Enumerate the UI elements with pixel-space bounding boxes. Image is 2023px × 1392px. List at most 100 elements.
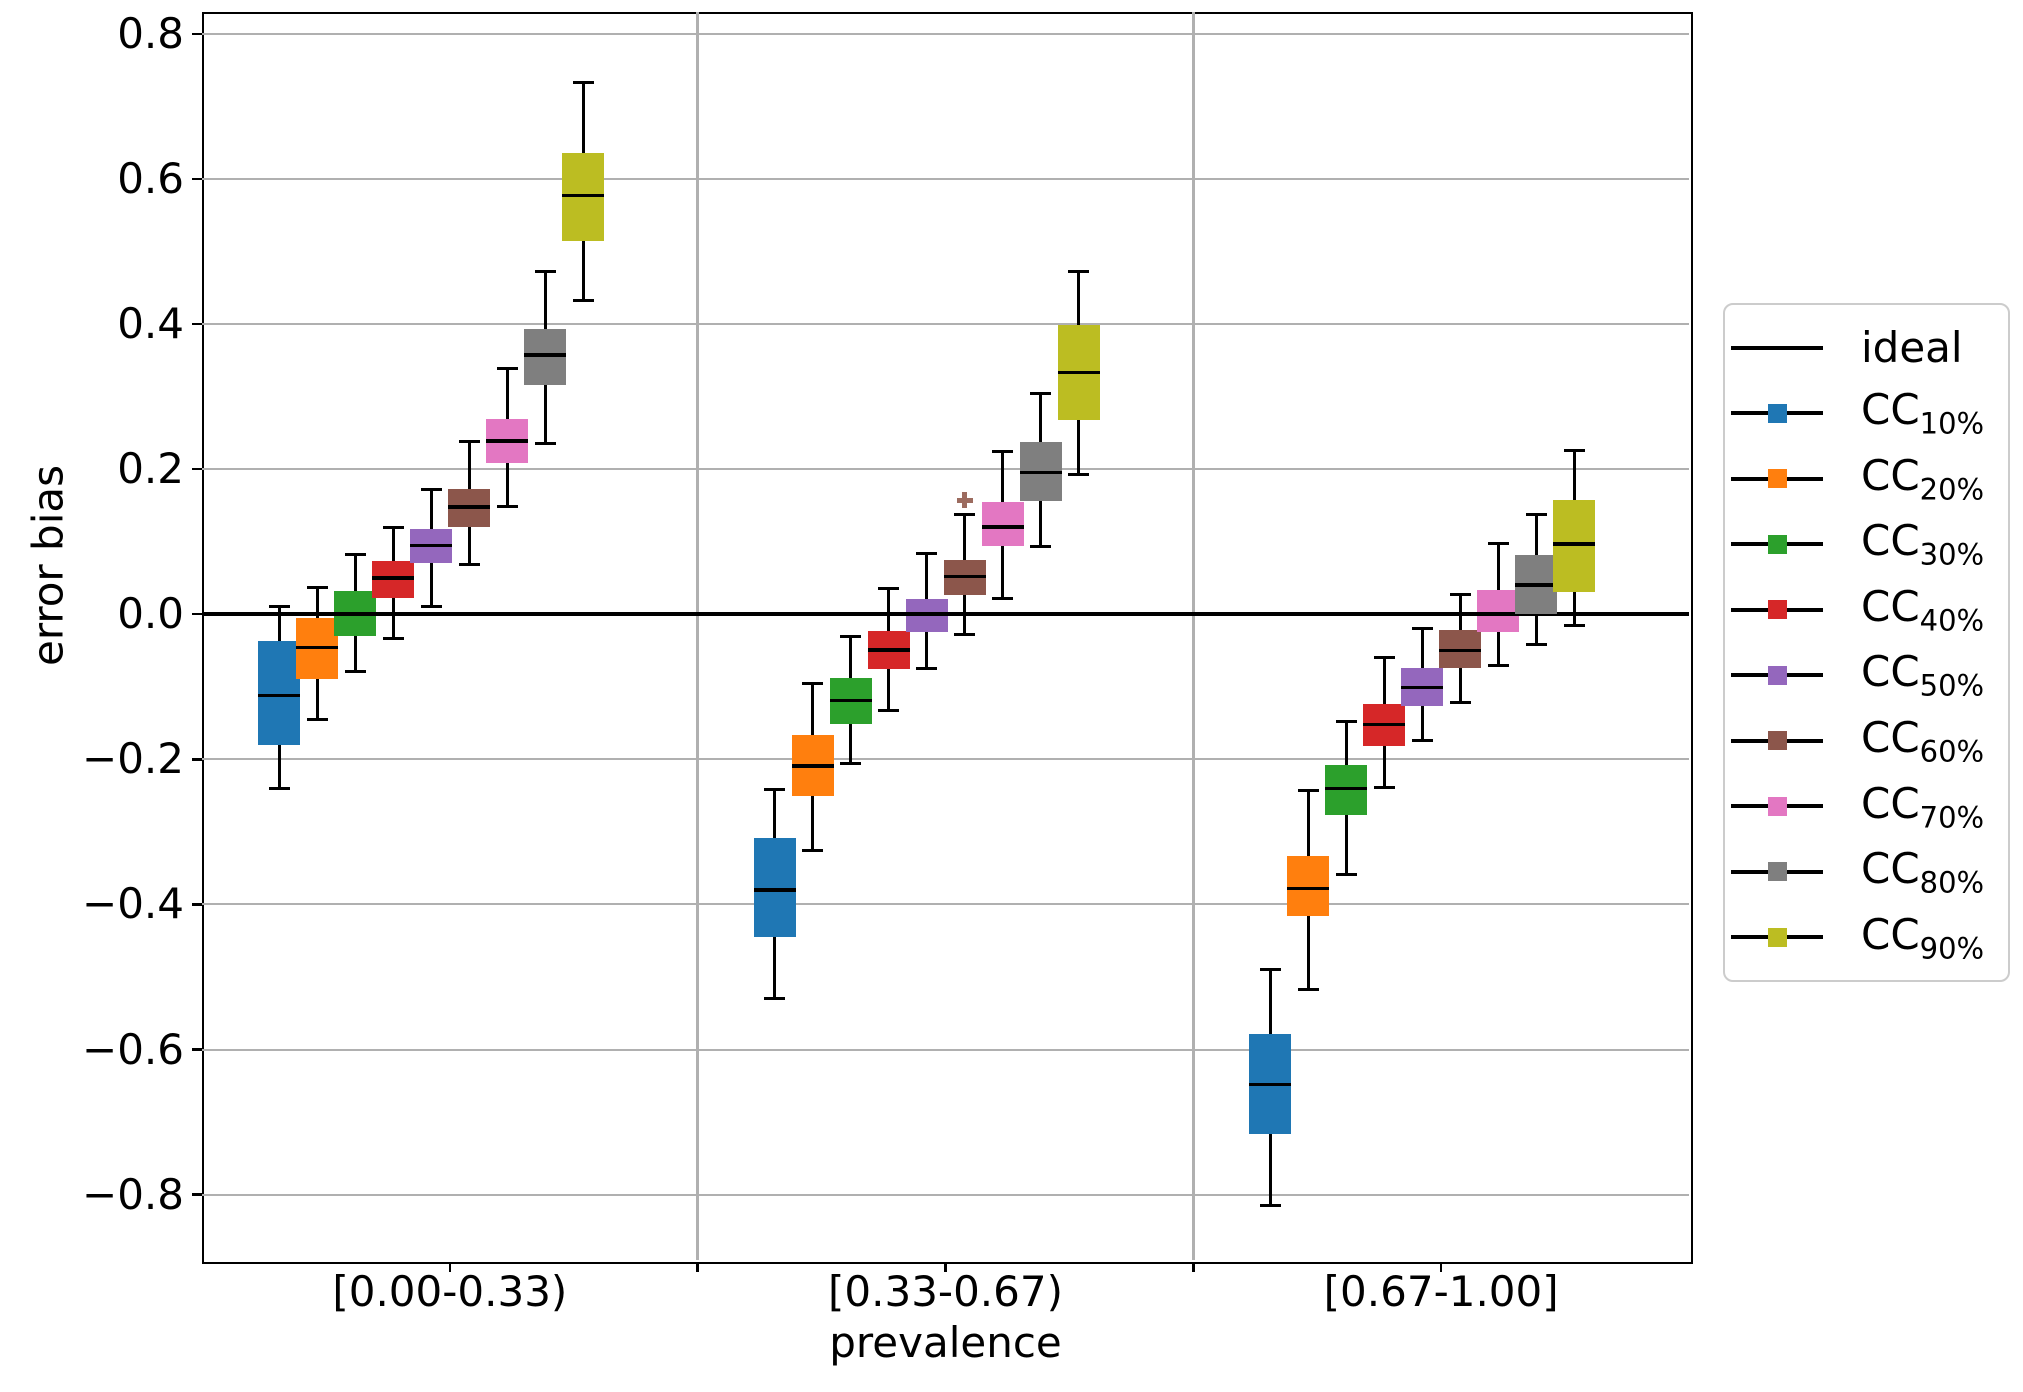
gridline-y-0.4	[202, 323, 1689, 325]
cap-bottom-CC70%-group2	[992, 597, 1014, 601]
median-CC40%-group2	[867, 648, 910, 652]
boxplot-marker-icon-CC40%	[1731, 581, 1831, 639]
y-tick-−0.6	[192, 1048, 202, 1051]
cap-bottom-CC40%-group2	[878, 708, 900, 712]
median-CC80%-group3	[1515, 583, 1558, 587]
gridline-y-−0.4	[202, 903, 1689, 906]
median-CC10%-group2	[753, 888, 796, 892]
cap-top-CC30%-group2	[840, 635, 862, 639]
legend-entry-CC70%: CC70%	[1725, 777, 2008, 835]
median-CC30%-group3	[1325, 786, 1368, 791]
cap-bottom-CC20%-group3	[1297, 987, 1319, 991]
legend-label-CC10%: CC10%	[1861, 385, 1985, 441]
legend-entry-CC40%: CC40%	[1725, 581, 2008, 639]
cap-top-CC90%-group1	[572, 80, 594, 84]
cap-bottom-CC40%-group1	[382, 637, 404, 641]
bin-separator-1	[696, 12, 699, 1260]
legend-label-CC70%: CC70%	[1861, 778, 1985, 834]
cap-bottom-CC20%-group1	[306, 717, 328, 721]
cap-bottom-CC30%-group2	[840, 762, 862, 766]
cap-top-CC40%-group1	[382, 525, 404, 529]
y-tick-label-−0.8: −0.8	[82, 1169, 184, 1219]
y-tick-label-−0.6: −0.6	[82, 1024, 184, 1074]
median-CC60%-group3	[1439, 648, 1482, 653]
cap-bottom-CC60%-group2	[954, 633, 976, 637]
box-CC10%-group1	[258, 641, 300, 745]
cap-top-CC80%-group1	[534, 269, 556, 273]
legend: ideal CC10% CC20% CC30% CC40% CC50% CC60% CC70%…	[1723, 303, 2010, 982]
x-tick-label-group-1: [0.00-0.33)	[332, 1267, 568, 1316]
cap-bottom-CC10%-group2	[764, 996, 786, 1000]
legend-label-CC20%: CC20%	[1861, 450, 1985, 507]
x-axis-label: prevalence	[829, 1318, 1062, 1367]
median-CC20%-group3	[1287, 886, 1330, 891]
box-CC10%-group2	[753, 838, 796, 938]
flier-CC60%-group2-0	[962, 492, 967, 509]
y-tick-0.8	[192, 32, 202, 36]
y-tick-−0.8	[192, 1193, 202, 1196]
legend-entry-CC80%: CC80%	[1725, 843, 2008, 901]
legend-entry-CC90%: CC90%	[1725, 908, 2008, 966]
y-tick-label-0.6: 0.6	[117, 153, 184, 203]
legend-label-CC80%: CC80%	[1861, 844, 1985, 900]
median-CC50%-group1	[410, 543, 452, 548]
boxplot-marker-icon-CC80%	[1731, 843, 1831, 901]
median-CC20%-group1	[296, 645, 338, 650]
box-CC70%-group2	[981, 502, 1024, 547]
y-tick-−0.4	[192, 903, 202, 906]
legend-label-CC50%: CC50%	[1861, 647, 1985, 703]
gridline-y-−0.8	[202, 1193, 1689, 1196]
cap-top-CC90%-group2	[1068, 269, 1090, 273]
legend-label-CC90%: CC90%	[1861, 909, 1985, 965]
box-CC90%-group3	[1553, 499, 1596, 593]
cap-top-CC90%-group3	[1563, 448, 1585, 452]
median-CC70%-group1	[486, 439, 528, 443]
median-CC90%-group3	[1553, 542, 1596, 546]
median-CC90%-group2	[1057, 370, 1100, 375]
cap-bottom-CC80%-group1	[534, 442, 556, 446]
median-CC60%-group1	[448, 505, 490, 509]
legend-label-CC40%: CC40%	[1861, 581, 1985, 638]
median-CC20%-group2	[791, 764, 834, 768]
gridline-y-0.8	[202, 32, 1689, 35]
median-CC40%-group3	[1363, 722, 1406, 727]
cap-top-CC40%-group3	[1373, 655, 1395, 659]
boxplot-marker-icon-CC10%	[1731, 384, 1831, 442]
cap-top-CC70%-group1	[496, 367, 518, 371]
median-CC40%-group1	[372, 576, 414, 580]
median-CC60%-group2	[943, 574, 986, 579]
median-CC30%-group2	[829, 698, 872, 703]
legend-entry-CC30%: CC30%	[1725, 515, 2008, 573]
cap-top-CC40%-group2	[878, 587, 900, 591]
cap-top-CC10%-group3	[1259, 968, 1281, 972]
cap-bottom-CC50%-group1	[420, 604, 442, 608]
cap-bottom-CC90%-group1	[572, 299, 594, 303]
cap-top-CC10%-group2	[764, 787, 786, 791]
cap-bottom-CC80%-group2	[1030, 544, 1052, 548]
cap-bottom-CC30%-group3	[1335, 873, 1357, 877]
x-tick-separator-1	[696, 1262, 699, 1272]
median-CC80%-group1	[524, 353, 566, 357]
bin-separator-2	[1192, 12, 1195, 1260]
y-tick-label-0.0: 0.0	[117, 589, 184, 639]
median-CC10%-group1	[258, 693, 300, 698]
cap-top-CC70%-group2	[992, 450, 1014, 454]
boxplot-marker-icon-CC90%	[1731, 908, 1831, 966]
cap-bottom-CC60%-group3	[1449, 701, 1471, 705]
y-tick-−0.2	[192, 758, 202, 761]
gridline-y-−0.6	[202, 1048, 1689, 1051]
y-tick-label-0.2: 0.2	[117, 444, 184, 494]
gridline-y-0.2	[202, 468, 1689, 471]
y-tick-0.0	[192, 612, 202, 616]
median-CC50%-group3	[1401, 685, 1444, 690]
cap-bottom-CC10%-group3	[1259, 1204, 1281, 1208]
cap-top-CC60%-group2	[954, 512, 976, 516]
legend-entry-CC10%: CC10%	[1725, 384, 2008, 442]
cap-bottom-CC30%-group1	[344, 670, 366, 674]
legend-entry-CC50%: CC50%	[1725, 646, 2008, 704]
cap-top-CC20%-group2	[802, 682, 824, 686]
cap-bottom-CC80%-group3	[1525, 643, 1547, 647]
cap-top-CC80%-group3	[1525, 513, 1547, 517]
cap-bottom-CC90%-group3	[1563, 623, 1585, 627]
